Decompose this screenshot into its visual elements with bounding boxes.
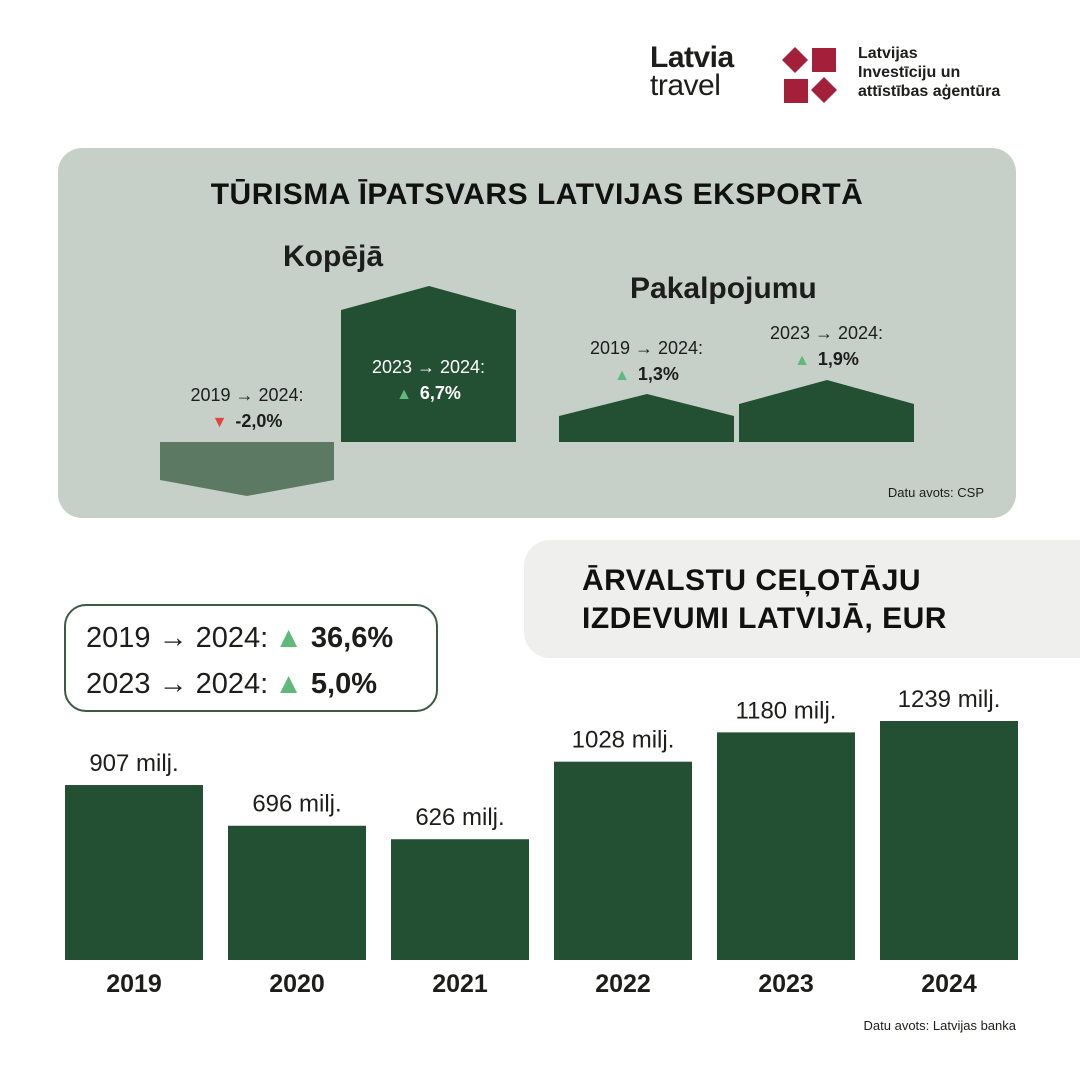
change-period: 2023 → 2024: — [86, 668, 269, 700]
triangle-up-icon: ▲ — [614, 367, 630, 384]
shape-services-2023-2024 — [739, 380, 914, 442]
agency-line-2: Investīciju un — [858, 64, 961, 81]
change-value: 1,9% — [817, 349, 859, 369]
label-services-2023-2024: 2023 → 2024: ▲ 1,9% — [739, 320, 914, 374]
label-total-2023-2024: 2023 → 2024: ▲ 6,7% — [341, 354, 516, 408]
liaa-logo-text: Latvijas Investīciju un attīstības aģent… — [858, 44, 1000, 101]
bar-value-label: 1028 milj. — [572, 727, 675, 754]
triangle-up-icon: ▲ — [274, 622, 303, 654]
bar-2019 — [65, 785, 203, 960]
bar-2020 — [228, 825, 366, 960]
spending-change-box: 2019 → 2024: ▲ 36,6% 2023 → 2024: ▲ 5,0% — [64, 604, 438, 712]
x-tick-label: 2023 — [758, 970, 814, 998]
x-tick-label: 2022 — [595, 970, 651, 998]
x-tick-label: 2021 — [432, 970, 488, 998]
spending-title-line-1: ĀRVALSTU CEĻOTĀJU — [582, 564, 922, 597]
bar-value-label: 907 milj. — [89, 750, 178, 777]
bar-value-label: 1180 milj. — [736, 697, 837, 724]
spending-title: ĀRVALSTU CEĻOTĀJU IZDEVUMI LATVIJĀ, EUR — [582, 562, 947, 638]
shape-total-2019-2024 — [160, 442, 334, 496]
triangle-up-icon: ▲ — [274, 668, 303, 700]
group-title-services: Pakalpojumu — [630, 272, 817, 305]
shape-services-2019-2024 — [559, 394, 734, 442]
logo-word-travel: travel — [650, 69, 721, 102]
logo-word-latvia: Latvia — [650, 41, 734, 74]
export-share-shapes — [160, 286, 914, 496]
period-label: 2019 → 2024: — [589, 338, 704, 358]
agency-line-1: Latvijas — [858, 45, 918, 62]
label-services-2019-2024: 2019 → 2024: ▲ 1,3% — [559, 335, 734, 389]
bar-2024 — [880, 721, 1018, 960]
change-row-2019-2024: 2019 → 2024: ▲ 36,6% — [86, 621, 393, 655]
source-csp: Datu avots: CSP — [887, 485, 984, 500]
export-share-panel: TŪRISMA ĪPATSVARS LATVIJAS EKSPORTĀ Kopē… — [58, 148, 1016, 518]
bar-2021 — [391, 839, 529, 960]
source-latvijas-banka: Datu avots: Latvijas banka — [863, 1018, 1016, 1033]
liaa-logo-icon — [782, 47, 837, 103]
bar-2022 — [554, 761, 692, 960]
period-label: 2019 → 2024: — [190, 385, 304, 405]
agency-line-3: attīstības aģentūra — [858, 83, 1001, 100]
x-tick-label: 2020 — [269, 970, 325, 998]
triangle-up-icon: ▲ — [396, 386, 412, 403]
x-tick-label: 2019 — [106, 970, 162, 998]
change-value: 6,7% — [419, 383, 461, 403]
latvia-travel-logo: Latvia travel — [650, 41, 734, 102]
change-row-2023-2024: 2023 → 2024: ▲ 5,0% — [86, 667, 377, 701]
period-label: 2023 → 2024: — [769, 323, 884, 343]
bar-2023 — [717, 732, 855, 960]
export-share-title: TŪRISMA ĪPATSVARS LATVIJAS EKSPORTĀ — [210, 178, 864, 211]
change-value: 1,3% — [637, 364, 679, 384]
x-tick-label: 2024 — [921, 970, 977, 998]
group-title-total: Kopējā — [283, 240, 384, 273]
triangle-down-icon: ▼ — [211, 414, 228, 431]
spending-title-line-2: IZDEVUMI LATVIJĀ, EUR — [582, 602, 947, 635]
label-total-2019-2024: 2019 → 2024: ▼ -2,0% — [160, 382, 334, 436]
shape-total-2023-2024 — [341, 286, 516, 442]
triangle-up-icon: ▲ — [794, 352, 810, 369]
change-value: 5,0% — [310, 668, 378, 700]
bar-value-label: 696 milj. — [252, 791, 341, 818]
change-value: -2,0% — [235, 411, 283, 431]
bar-value-label: 626 milj. — [415, 804, 504, 831]
bar-value-label: 1239 milj. — [898, 686, 1001, 713]
spending-title-box: ĀRVALSTU CEĻOTĀJU IZDEVUMI LATVIJĀ, EUR — [524, 540, 1080, 658]
change-value: 36,6% — [310, 622, 394, 654]
period-label: 2023 → 2024: — [371, 357, 486, 377]
change-period: 2019 → 2024: — [86, 622, 269, 654]
